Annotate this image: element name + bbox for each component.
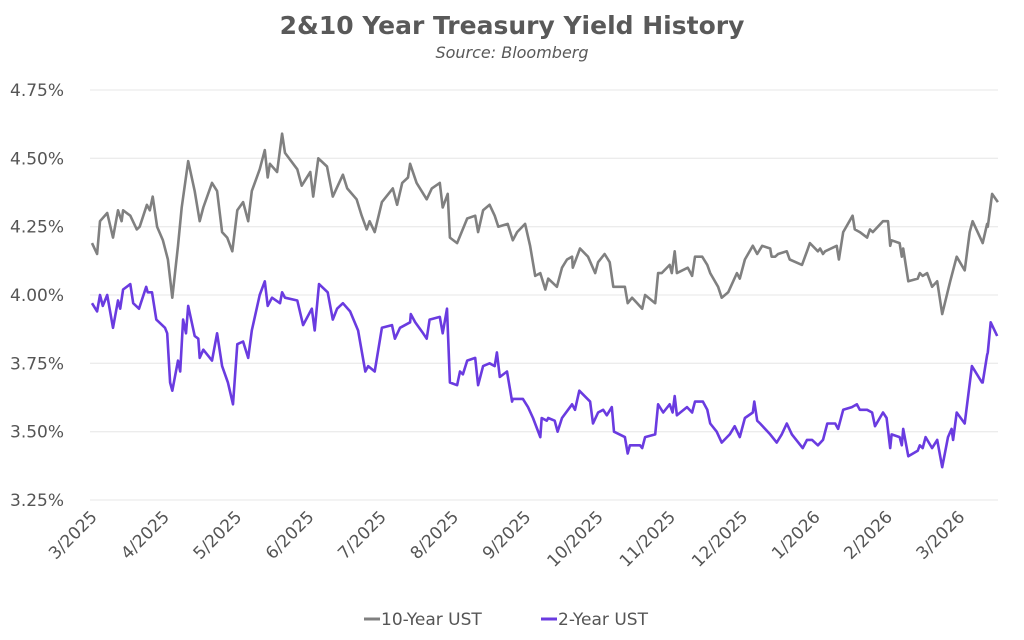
y-tick-label: 4.25% xyxy=(10,218,64,238)
chart-title: 2&10 Year Treasury Yield History xyxy=(280,11,745,40)
x-tick-label: 7/2025 xyxy=(334,507,390,563)
x-tick-label: 2/2026 xyxy=(840,507,896,563)
series-line-2-year xyxy=(90,280,999,469)
x-tick-label: 6/2025 xyxy=(262,507,318,563)
x-tick-label: 11/2025 xyxy=(616,507,680,571)
series-lines xyxy=(90,132,999,469)
x-tick-label: 10/2025 xyxy=(544,507,608,571)
y-axis-ticks: 4.75% 4.50% 4.25% 4.00% 3.75% 3.50% 3.25% xyxy=(10,81,64,511)
legend-label-10-year: 10-Year UST xyxy=(381,610,482,630)
x-tick-label: 1/2026 xyxy=(768,507,824,563)
x-tick-label: 5/2025 xyxy=(190,507,246,563)
y-tick-label: 3.75% xyxy=(10,354,64,374)
x-tick-label: 9/2025 xyxy=(479,507,535,563)
series-line-10-year xyxy=(90,132,999,316)
y-tick-label: 4.50% xyxy=(10,149,64,169)
chart-subtitle: Source: Bloomberg xyxy=(435,43,588,62)
legend-label-2-year: 2-Year UST xyxy=(558,610,649,630)
y-tick-label: 4.75% xyxy=(10,81,64,101)
legend: 10-Year UST 2-Year UST xyxy=(364,610,649,630)
x-tick-label: 12/2025 xyxy=(688,507,752,571)
x-tick-label: 3/2025 xyxy=(45,507,101,563)
y-tick-label: 3.25% xyxy=(10,491,64,511)
gridlines xyxy=(90,89,998,501)
x-axis-ticks: 3/2025 4/2025 5/2025 6/2025 7/2025 8/2025 9/20… xyxy=(45,507,969,571)
x-tick-label: 3/2026 xyxy=(913,507,969,563)
x-tick-label: 8/2025 xyxy=(407,507,463,563)
x-tick-label: 4/2025 xyxy=(117,507,173,563)
y-tick-label: 4.00% xyxy=(10,286,64,306)
y-tick-label: 3.50% xyxy=(10,423,64,443)
